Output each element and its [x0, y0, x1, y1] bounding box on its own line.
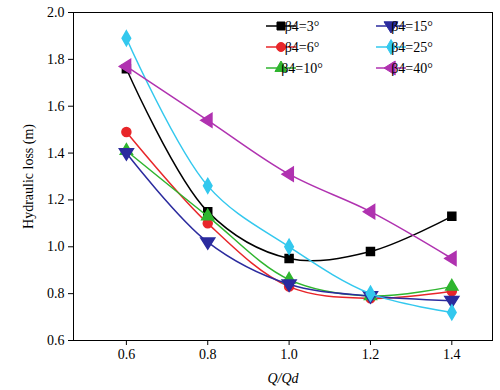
svg-text:1.4: 1.4	[443, 347, 461, 362]
svg-text:1.0: 1.0	[47, 239, 65, 254]
svg-text:2.0: 2.0	[47, 5, 65, 20]
svg-text:β4=15°: β4=15°	[391, 19, 433, 34]
svg-text:1.2: 1.2	[47, 192, 65, 207]
svg-text:1.2: 1.2	[362, 347, 380, 362]
svg-text:0.6: 0.6	[47, 333, 65, 348]
svg-text:0.6: 0.6	[118, 347, 135, 362]
svg-text:0.8: 0.8	[199, 347, 217, 362]
svg-text:1.0: 1.0	[280, 347, 298, 362]
svg-text:1.6: 1.6	[47, 99, 65, 114]
svg-text:β4=10°: β4=10°	[281, 61, 323, 76]
svg-text:Q/Qd: Q/Qd	[267, 371, 299, 386]
svg-text:β4=40°: β4=40°	[391, 61, 433, 76]
svg-text:β4=25°: β4=25°	[391, 40, 433, 55]
svg-text:β4=6°: β4=6°	[285, 40, 320, 55]
svg-text:β4=3°: β4=3°	[285, 19, 320, 34]
svg-text:0.8: 0.8	[47, 286, 65, 301]
svg-text:1.4: 1.4	[47, 146, 65, 161]
svg-text:1.8: 1.8	[47, 52, 65, 67]
svg-text:Hydraulic loss (m): Hydraulic loss (m)	[21, 124, 37, 229]
